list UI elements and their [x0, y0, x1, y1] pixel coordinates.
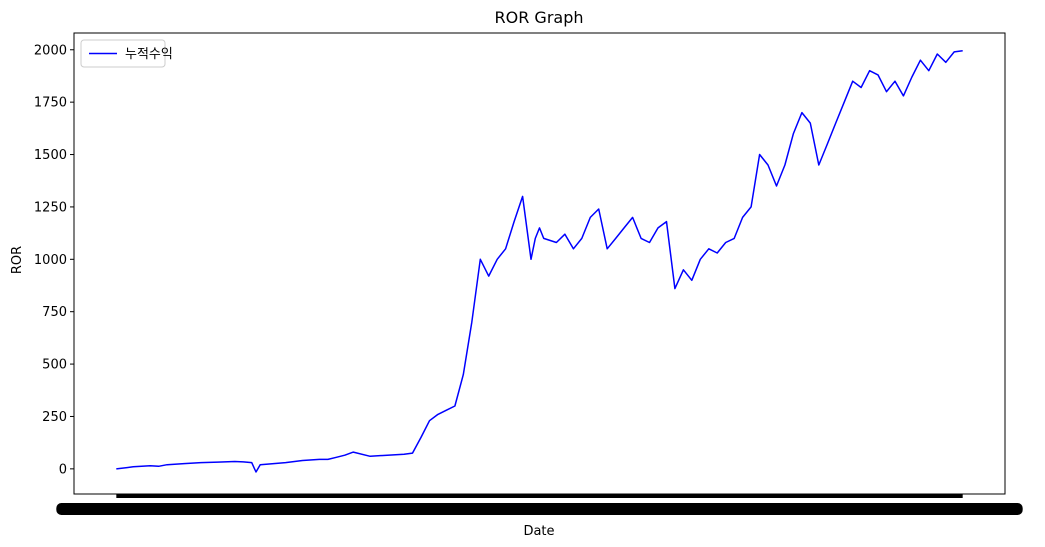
chart-title: ROR Graph [495, 8, 584, 27]
y-tick-label: 0 [59, 462, 67, 477]
y-tick-label: 1500 [34, 148, 67, 163]
series-line-0 [116, 50, 963, 473]
x-axis-ticks [56, 494, 1023, 515]
x-tick-marks-dense [116, 494, 963, 498]
legend: 누적수익 [80, 39, 173, 68]
y-axis-ticks: 0 250 500 750 1000 1250 1500 1750 2000 [34, 43, 74, 477]
legend-label: 누적수익 [125, 47, 173, 62]
y-tick-label: 1750 [34, 96, 67, 111]
legend-box [80, 39, 166, 68]
y-axis-label: ROR [10, 246, 25, 274]
y-tick-label: 750 [42, 305, 67, 320]
x-tick-labels-overlapping [56, 503, 1023, 515]
y-tick-label: 500 [42, 358, 67, 373]
y-tick-label: 1000 [34, 253, 67, 268]
x-axis-label: Date [523, 524, 554, 539]
y-tick-label: 250 [42, 410, 67, 425]
y-tick-label: 1250 [34, 200, 67, 215]
y-tick-label: 2000 [34, 43, 67, 58]
